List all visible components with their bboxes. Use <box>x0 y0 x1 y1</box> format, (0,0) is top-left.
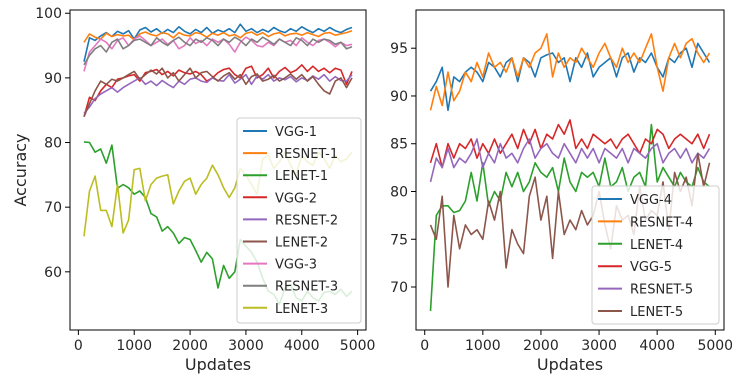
x-tick-label: 0 <box>420 338 429 354</box>
series-line-vgg-4 <box>429 42 711 112</box>
right-legend: VGG-4 RESNET-4 LENET-4 VGG-5 RESNET-5 LENET-5 <box>591 185 720 325</box>
legend-entry-label: RESNET-2 <box>275 213 338 228</box>
series-line-resnet-1 <box>83 29 353 43</box>
right-x-axis-label: Updates <box>537 355 603 374</box>
x-tick-label: 3000 <box>581 338 617 354</box>
x-tick-label: 1000 <box>465 338 501 354</box>
series-line-resnet-3 <box>83 36 353 66</box>
legend-entry-label: VGG-2 <box>275 191 317 206</box>
legend-box <box>591 185 720 325</box>
series-line-resnet-5 <box>429 138 711 183</box>
right-plot-lines <box>429 33 711 311</box>
left-x-axis-label: Updates <box>185 355 251 374</box>
series-line-resnet-4 <box>429 33 711 111</box>
y-tick-label: 90 <box>44 71 62 87</box>
legend-entry-label: VGG-5 <box>630 260 672 275</box>
series-line-lenet-2 <box>83 67 353 118</box>
series-line-lenet-4 <box>429 123 711 311</box>
series-line-vgg-5 <box>429 119 711 169</box>
x-tick-label: 4000 <box>284 338 320 354</box>
right-y-ticks: 70 75 80 85 90 95 <box>390 41 416 296</box>
x-tick-label: 5000 <box>697 338 732 354</box>
x-tick-label: 0 <box>74 338 83 354</box>
legend-entry-label: VGG-1 <box>275 125 317 140</box>
legend-entry-label: VGG-3 <box>275 258 317 273</box>
y-tick-label: 85 <box>390 137 408 153</box>
x-tick-label: 2000 <box>172 338 208 354</box>
legend-entry-label: RESNET-3 <box>275 280 338 295</box>
y-tick-label: 80 <box>44 136 62 152</box>
legend-entry-label: RESNET-1 <box>275 147 338 162</box>
right-x-ticks: 0 1000 2000 3000 4000 5000 <box>420 330 732 354</box>
left-y-ticks: 60 70 80 90 100 <box>35 6 70 281</box>
y-tick-label: 70 <box>44 200 62 216</box>
y-tick-label: 95 <box>390 41 408 57</box>
left-y-axis-label: Accuracy <box>11 133 30 206</box>
series-line-lenet-5 <box>429 152 711 288</box>
legend-entry-label: VGG-4 <box>630 193 672 208</box>
left-plot-panel: 0 1000 2000 3000 4000 5000 60 70 80 90 100 Update… <box>11 6 375 374</box>
x-tick-label: 2000 <box>523 338 559 354</box>
legend-entry-label: LENET-5 <box>630 305 683 320</box>
legend-entry-label: LENET-1 <box>275 169 328 184</box>
y-tick-label: 70 <box>390 280 408 296</box>
left-x-ticks: 0 1000 2000 3000 4000 5000 <box>74 330 376 354</box>
y-tick-label: 80 <box>390 184 408 200</box>
x-tick-label: 3000 <box>228 338 264 354</box>
left-plot-frame <box>69 9 367 331</box>
y-tick-label: 60 <box>44 265 62 281</box>
legend-entry-label: LENET-2 <box>275 236 328 251</box>
legend-box <box>236 117 362 324</box>
legend-entry-label: RESNET-5 <box>630 283 693 298</box>
legend-entry-label: LENET-3 <box>275 302 328 317</box>
left-legend: VGG-1 RESNET-1 LENET-1 VGG-2 RESNET-2 LENET-2… <box>236 117 362 324</box>
right-plot-panel: 0 1000 2000 3000 4000 5000 70 75 80 85 90 95 Updat… <box>390 9 732 374</box>
series-line-vgg-1 <box>83 23 353 62</box>
x-tick-label: 5000 <box>340 338 376 354</box>
right-plot-frame <box>415 9 725 331</box>
legend-entry-label: LENET-4 <box>630 238 683 253</box>
legend-entry-label: RESNET-4 <box>630 215 693 230</box>
left-plot-lines <box>83 23 353 305</box>
series-line-vgg-2 <box>83 64 353 117</box>
y-tick-label: 75 <box>390 232 408 248</box>
x-tick-label: 4000 <box>639 338 675 354</box>
y-tick-label: 90 <box>390 89 408 105</box>
x-tick-label: 1000 <box>116 338 152 354</box>
y-tick-label: 100 <box>35 6 62 22</box>
